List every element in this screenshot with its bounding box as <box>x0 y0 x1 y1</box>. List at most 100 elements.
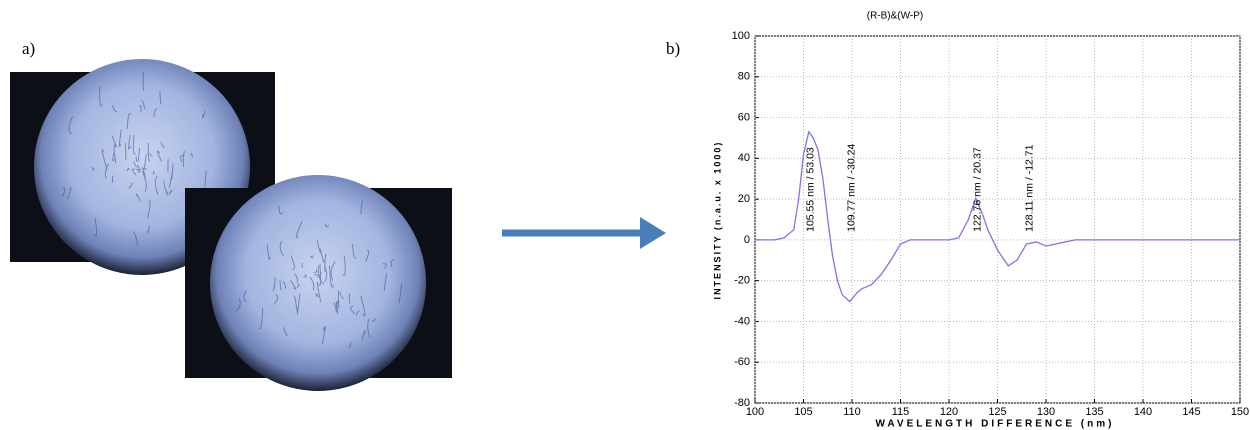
fiber <box>283 327 288 337</box>
y-axis-label: INTENSITY (n.a.u. x 1000) <box>712 141 722 300</box>
fiber <box>133 161 138 168</box>
fiber <box>279 280 282 291</box>
x-tick-label: 150 <box>1231 406 1249 418</box>
fiber <box>355 310 360 316</box>
fiber <box>128 182 133 189</box>
fiber <box>94 217 98 236</box>
fiber <box>398 283 403 303</box>
fiber <box>321 328 326 345</box>
fiber <box>104 163 109 179</box>
fiber <box>294 273 299 284</box>
fiber <box>361 330 366 340</box>
fiber <box>167 158 170 173</box>
x-tick-label: 115 <box>892 406 910 418</box>
fiber <box>316 240 321 254</box>
fiber <box>112 152 116 162</box>
fiber <box>190 152 194 158</box>
fiber <box>243 290 247 302</box>
x-tick-label: 125 <box>988 406 1006 418</box>
annotation: 128.11 nm / -12.71 <box>1023 144 1035 232</box>
chart-title: (R-B)&(W-P) <box>867 11 923 22</box>
fiber <box>68 116 74 135</box>
fiber <box>132 134 136 155</box>
fiber <box>128 135 132 150</box>
fiber <box>289 280 297 290</box>
fiber <box>266 244 271 260</box>
x-axis-label: WAVELENGTH DIFFERENCE (nm) <box>876 419 1115 430</box>
y-tick-label: 60 <box>738 111 750 123</box>
fiber <box>147 143 150 162</box>
fiber <box>273 293 279 304</box>
fiber <box>350 305 356 315</box>
fiber <box>112 105 118 113</box>
x-tick-label: 110 <box>843 406 861 418</box>
panel-label: a) <box>22 39 35 58</box>
fiber <box>67 186 72 200</box>
fiber <box>323 266 328 282</box>
fiber <box>336 301 339 306</box>
fiber <box>133 231 138 247</box>
fiber <box>296 293 301 315</box>
y-tick-label: -40 <box>734 315 750 327</box>
fiber <box>367 318 371 338</box>
y-tick-label: 100 <box>732 30 750 42</box>
micrograph-front <box>185 175 452 391</box>
fiber <box>322 325 326 331</box>
fiber <box>152 171 155 175</box>
y-tick-label: 80 <box>738 71 750 83</box>
y-tick-label: -20 <box>734 275 750 287</box>
fiber <box>91 166 95 171</box>
fiber <box>330 261 336 281</box>
fiber <box>141 167 146 178</box>
fiber <box>99 86 103 107</box>
fiber <box>202 110 206 119</box>
fiber <box>62 187 66 197</box>
fiber <box>313 274 319 278</box>
y-tick-label: 40 <box>738 152 750 164</box>
y-tick-label: 20 <box>738 193 750 205</box>
fiber <box>137 168 142 173</box>
annotation: 105.55 nm / 53.03 <box>805 147 817 232</box>
fiber <box>258 308 264 330</box>
data-line <box>755 130 1240 303</box>
fiber <box>295 220 303 239</box>
fiber <box>154 175 159 195</box>
x-tick-label: 105 <box>794 406 812 418</box>
fiber <box>204 170 207 188</box>
fiber <box>126 167 130 172</box>
fiber <box>113 144 118 164</box>
fiber <box>139 105 142 113</box>
fiber <box>159 91 162 105</box>
fiber <box>146 199 151 219</box>
fiber <box>319 271 325 285</box>
y-tick-label: -60 <box>734 356 750 368</box>
fiber <box>278 206 284 215</box>
fiber <box>313 268 318 273</box>
fiber <box>316 281 322 303</box>
annotation: 109.77 nm / -30.24 <box>846 144 858 232</box>
arrow <box>502 217 666 249</box>
fiber <box>339 291 344 300</box>
fiber <box>272 277 276 292</box>
x-tick-label: 100 <box>746 406 764 418</box>
x-tick-label: 140 <box>1134 406 1152 418</box>
fiber <box>348 342 352 348</box>
fiber <box>365 249 370 262</box>
fiber <box>324 253 327 273</box>
fiber <box>315 293 320 298</box>
fiber <box>348 292 351 304</box>
fiber <box>296 283 300 288</box>
fiber <box>143 153 147 170</box>
x-tick-label: 130 <box>1037 406 1055 418</box>
fiber <box>101 149 108 171</box>
fiber <box>293 295 298 313</box>
fiber <box>279 240 284 257</box>
fiber <box>383 273 388 292</box>
fiber <box>141 99 146 110</box>
fiber <box>318 264 322 286</box>
fiber <box>126 112 132 130</box>
fiber <box>371 318 376 323</box>
x-tick-label: 145 <box>1182 406 1200 418</box>
annotation: 122.76 nm / 20.37 <box>972 147 984 232</box>
